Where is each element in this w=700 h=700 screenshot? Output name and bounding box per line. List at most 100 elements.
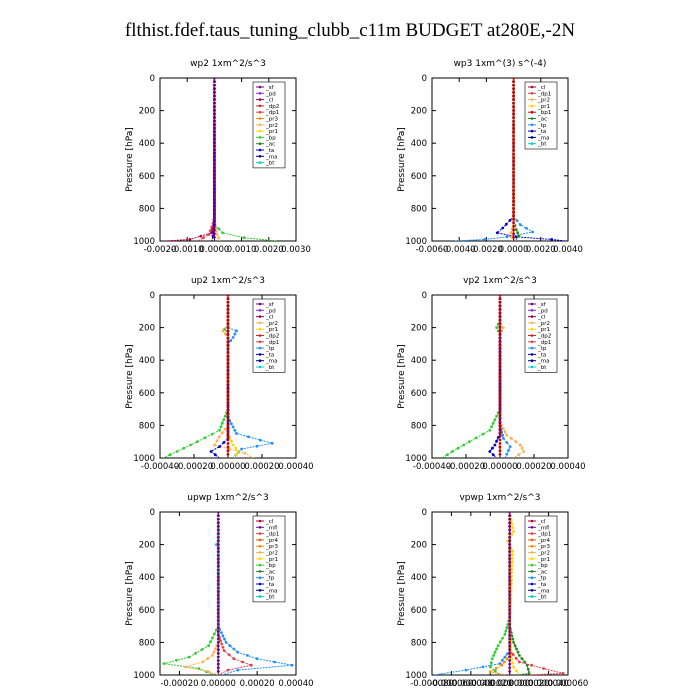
series-marker-sf	[226, 333, 230, 337]
series-marker-sf	[226, 445, 230, 449]
legend-marker	[530, 532, 534, 535]
legend-label: _pd	[537, 308, 548, 314]
series-marker-sf	[226, 319, 230, 322]
y-axis-label: Pressure [hPa]	[125, 127, 135, 192]
panel-title: upwp 1xm^2/s^3	[187, 493, 268, 503]
series-marker-sf	[226, 384, 230, 387]
series-marker-pr1	[511, 553, 514, 557]
series-marker-dp1	[210, 225, 214, 229]
panel-6: vpwp 1xm^2/s^3 Pressure [hPa] 0 200 400 600 80…	[397, 493, 588, 689]
series-marker-cl	[216, 512, 220, 514]
series-marker-cl	[512, 192, 515, 196]
legend-label: _pr2	[265, 321, 278, 327]
series-marker-sf	[226, 442, 230, 445]
series-marker-bp	[496, 644, 500, 648]
y-tick-label: 800	[411, 638, 427, 648]
series-marker-tp	[247, 435, 250, 439]
series-marker-cl	[508, 579, 512, 583]
series-marker-cl	[512, 80, 515, 83]
series-marker-sf	[213, 178, 216, 181]
series-marker-cl	[512, 196, 515, 199]
series-marker-sf	[226, 308, 230, 311]
series-marker-cl	[508, 633, 512, 637]
legend-marker	[530, 104, 534, 108]
legend-label: _tp	[537, 576, 547, 582]
legend-marker	[530, 526, 534, 529]
series-marker-sf	[498, 304, 502, 308]
legend-label: _tp	[537, 346, 547, 352]
series-marker-cl	[512, 232, 515, 236]
series-marker-sf	[213, 185, 216, 189]
series-marker-pr2	[218, 435, 221, 439]
legend-marker	[258, 346, 262, 350]
y-axis-label: Pressure [hPa]	[397, 561, 407, 626]
series-marker-ac	[510, 634, 514, 638]
series-marker-sf	[213, 152, 216, 156]
series-marker-cl	[512, 109, 515, 112]
series-line-tp	[433, 512, 511, 675]
series-marker-pr1	[236, 450, 240, 453]
series-marker-cl	[512, 210, 515, 214]
series-marker-pr1	[510, 560, 514, 564]
series-marker-cl	[216, 517, 220, 521]
series-marker-sf	[498, 384, 502, 387]
series-marker-dp1	[202, 236, 205, 240]
series-marker-sf	[498, 424, 502, 427]
legend-label: _ac	[537, 569, 547, 575]
legend-marker	[258, 123, 262, 127]
legend-marker	[530, 359, 534, 363]
legend-marker	[530, 309, 534, 312]
series-marker-cl	[508, 536, 512, 539]
series-marker-tp	[503, 655, 507, 659]
series-marker-sf	[498, 322, 502, 326]
series-marker-sf	[226, 358, 230, 362]
series-line-bp	[489, 512, 511, 675]
series-marker-dp2	[182, 446, 186, 450]
series-marker-cl	[216, 568, 220, 572]
series-marker-sf	[498, 295, 502, 297]
legend-marker	[258, 544, 262, 548]
legend-marker	[258, 551, 262, 554]
series-marker-tp	[483, 238, 487, 241]
x-tick-label: 0.0010	[227, 245, 257, 255]
series-marker-dp2	[493, 418, 497, 422]
legend-label: _cl	[537, 519, 546, 525]
series-marker-cl	[512, 221, 515, 225]
legend-label: _pr1	[537, 327, 550, 333]
series-marker-cl	[508, 583, 512, 586]
series-marker-sf	[213, 138, 216, 142]
y-tick-label: 800	[139, 421, 155, 431]
plot-frame	[159, 511, 297, 676]
series-marker-tp	[235, 329, 238, 333]
series-marker-cl	[512, 87, 515, 91]
panel-5: upwp 1xm^2/s^3 Pressure [hPa] 0 200 400 600 80…	[125, 493, 314, 689]
series-marker-pr2	[502, 427, 505, 431]
x-tick-label: 0.00020	[240, 679, 275, 689]
legend-marker	[530, 557, 534, 561]
series-marker-pr2	[212, 650, 216, 654]
y-tick-label: 200	[411, 107, 427, 117]
series-marker-tp	[525, 227, 528, 230]
series-marker-sf	[226, 387, 230, 391]
series-marker-bp	[162, 662, 166, 665]
series-marker-cl	[512, 236, 515, 239]
series-marker-cl	[188, 238, 192, 241]
series-marker-cl	[508, 590, 512, 594]
series-marker-pr1	[515, 669, 518, 673]
series-marker-bp	[493, 650, 497, 654]
series-marker-tp	[507, 449, 510, 452]
series-marker-sf	[226, 369, 230, 373]
x-tick-label: 0.000020	[509, 679, 550, 689]
series-marker-ta	[213, 453, 217, 457]
y-tick-label: 200	[139, 541, 155, 551]
series-marker-pr1	[510, 657, 514, 661]
y-tick-label: 1000	[405, 671, 427, 681]
series-marker-sf	[226, 344, 230, 348]
legend-label: _pr1	[537, 104, 550, 110]
series-marker-ac	[527, 672, 531, 675]
series-marker-pr2	[505, 433, 509, 437]
series-marker-pr1	[511, 549, 514, 553]
series-marker-cl	[216, 532, 220, 536]
legend-marker	[258, 117, 262, 120]
y-tick-label: 200	[411, 324, 427, 334]
